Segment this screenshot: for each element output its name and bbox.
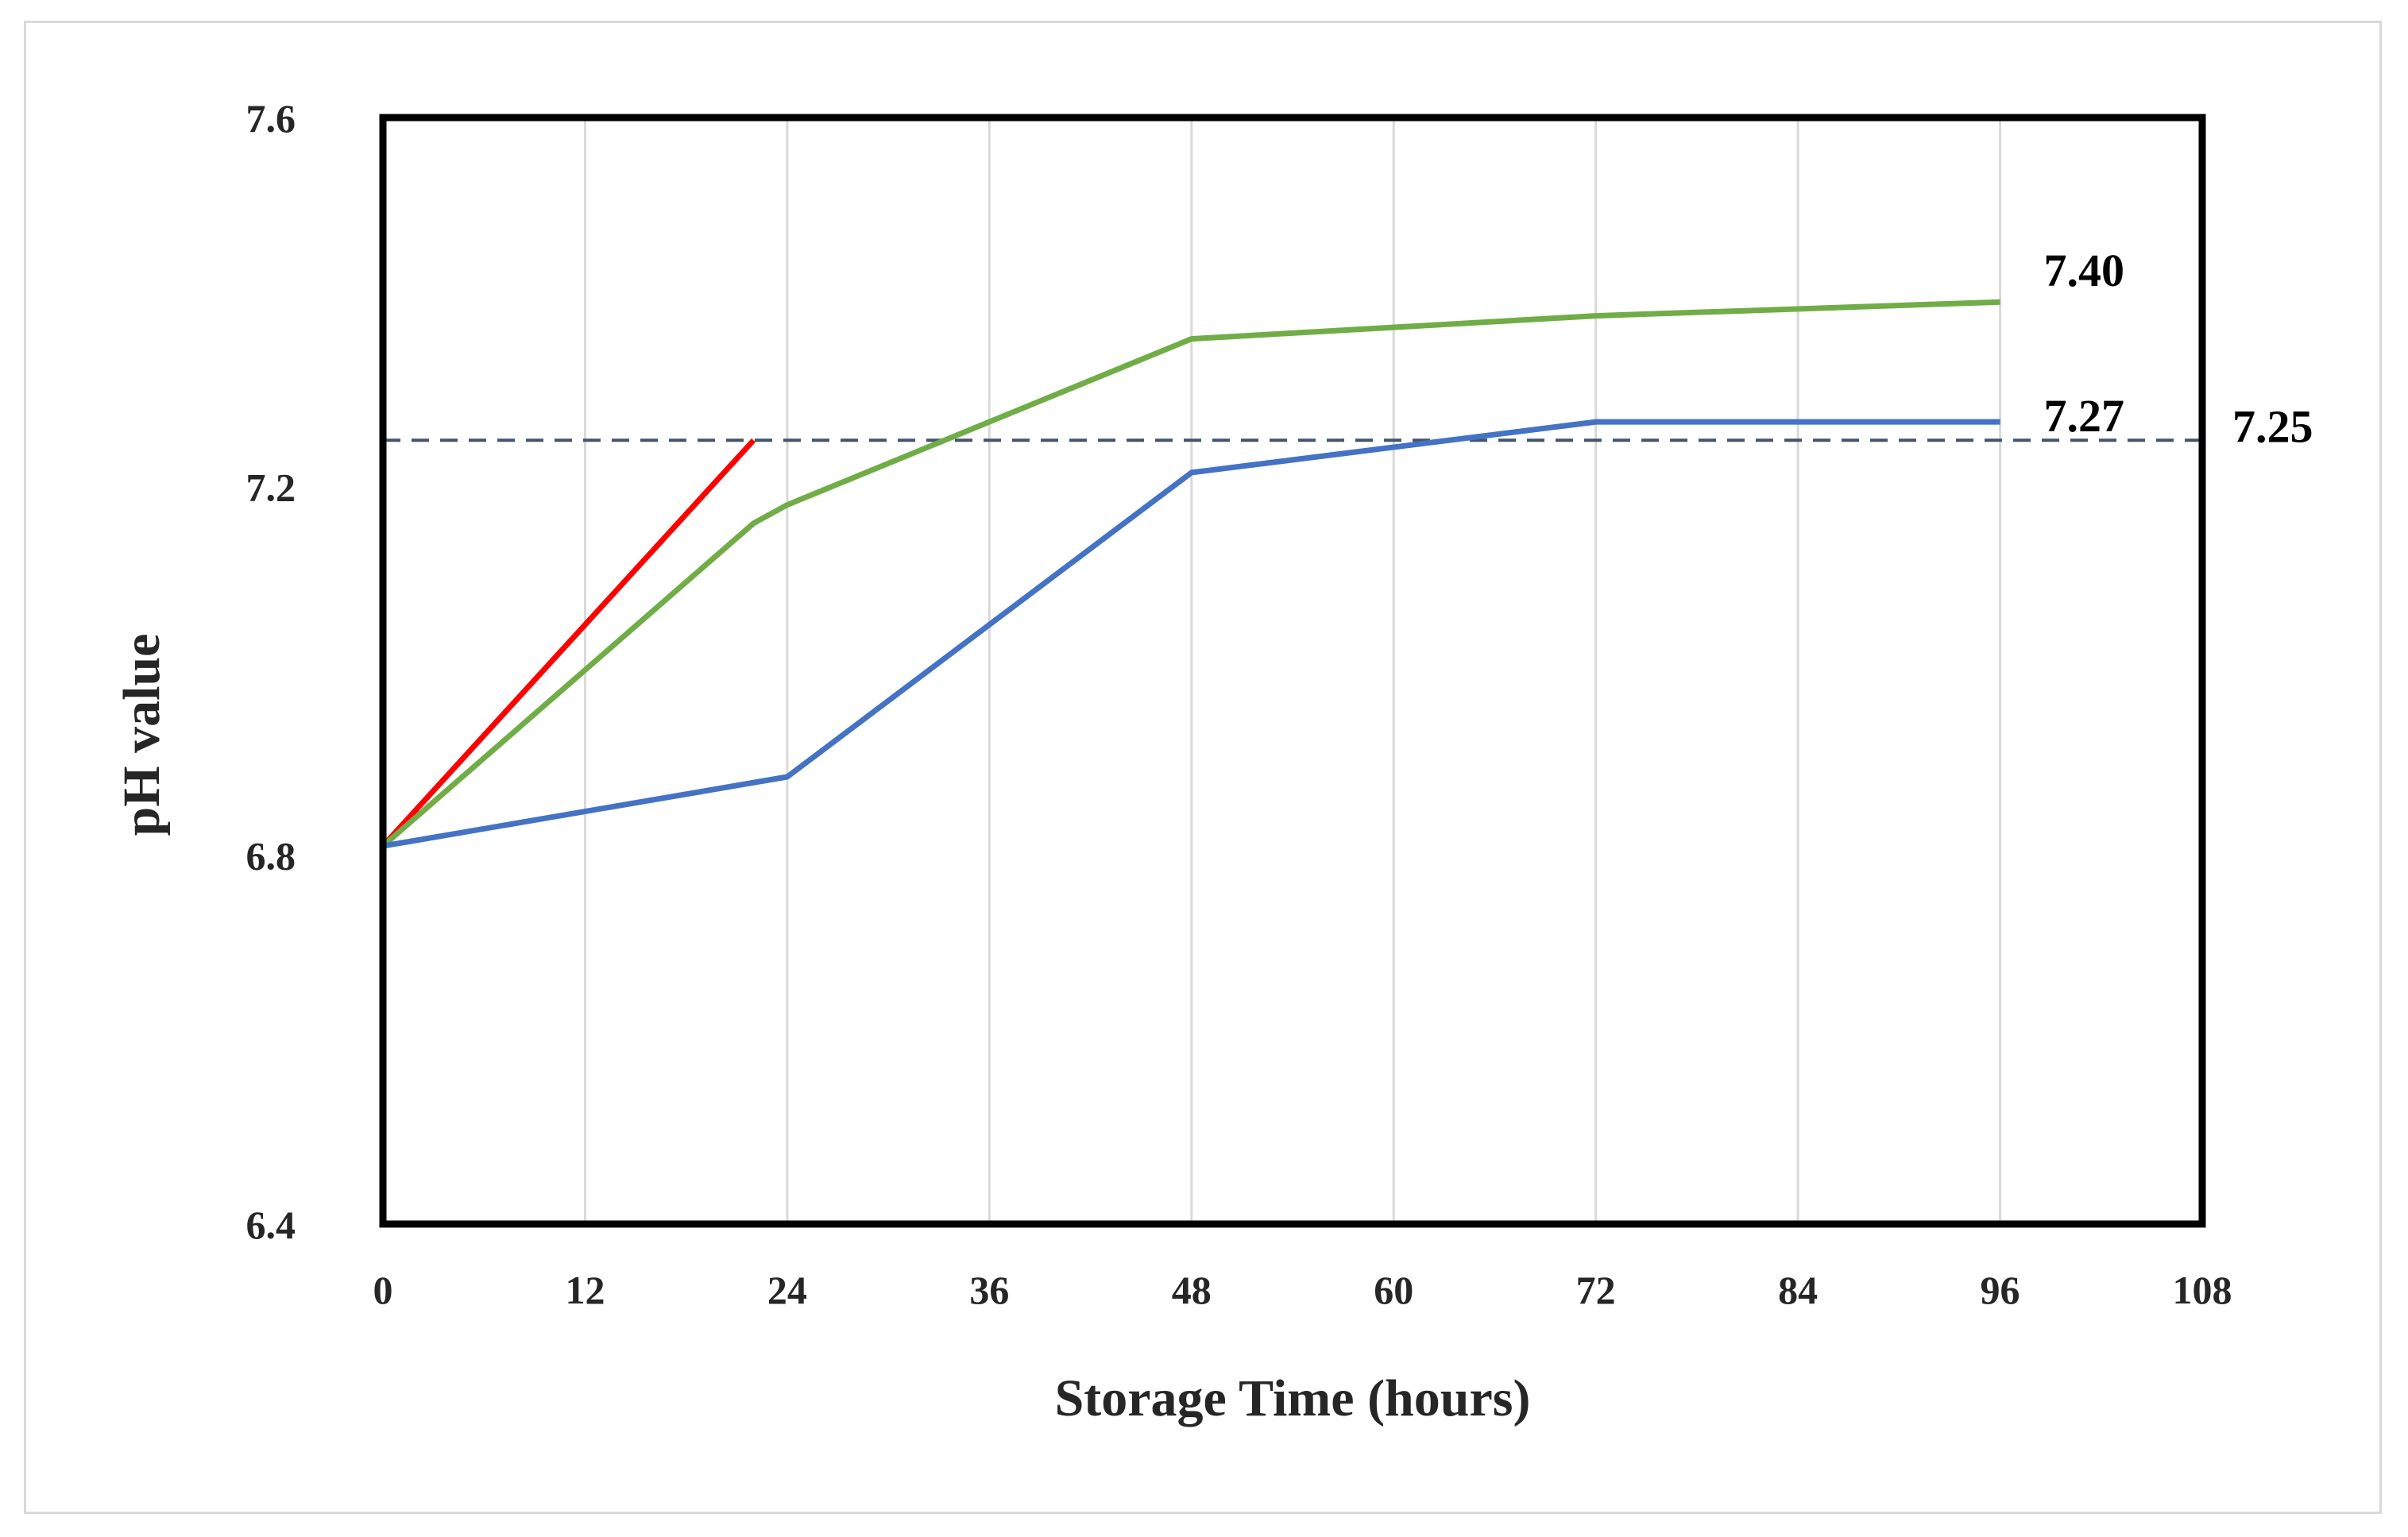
reference-line-label: 7.25 (2232, 400, 2313, 452)
series-line-1 (381, 438, 756, 848)
y-tick-labels: 6.4 6.8 7.2 7.6 (246, 96, 296, 1247)
data-labels: 7.25 7.40 7.27 (2044, 245, 2313, 452)
series-line-3 (382, 419, 2000, 849)
series-line-2 (381, 299, 2000, 848)
x-tick-label: 72 (1576, 1268, 1616, 1312)
x-tick-label: 0 (373, 1268, 393, 1312)
x-tick-label: 48 (1172, 1268, 1212, 1312)
x-axis-title: Storage Time (hours) (1055, 1369, 1531, 1427)
series-group (381, 299, 2000, 849)
series-end-label: 7.40 (2044, 245, 2125, 296)
x-tick-label: 36 (969, 1268, 1009, 1312)
y-tick-label: 7.6 (246, 96, 296, 141)
y-tick-label: 7.2 (246, 465, 296, 509)
x-tick-label: 108 (2173, 1268, 2232, 1312)
x-tick-label: 96 (1981, 1268, 2020, 1312)
y-tick-label: 6.8 (246, 834, 296, 879)
y-tick-label: 6.4 (246, 1203, 296, 1247)
x-tick-label: 12 (565, 1268, 605, 1312)
gridlines (583, 118, 2002, 1224)
x-tick-label: 24 (767, 1268, 807, 1312)
x-tick-label: 84 (1778, 1268, 1818, 1312)
y-axis-title: pH value (113, 634, 171, 836)
x-tick-label: 60 (1374, 1268, 1413, 1312)
x-tick-labels: 0 12 24 36 48 60 72 84 96 108 (373, 1268, 2232, 1312)
chart-frame (24, 21, 2382, 1514)
series-end-label: 7.27 (2044, 390, 2125, 442)
plot-area-border (379, 114, 2206, 1228)
